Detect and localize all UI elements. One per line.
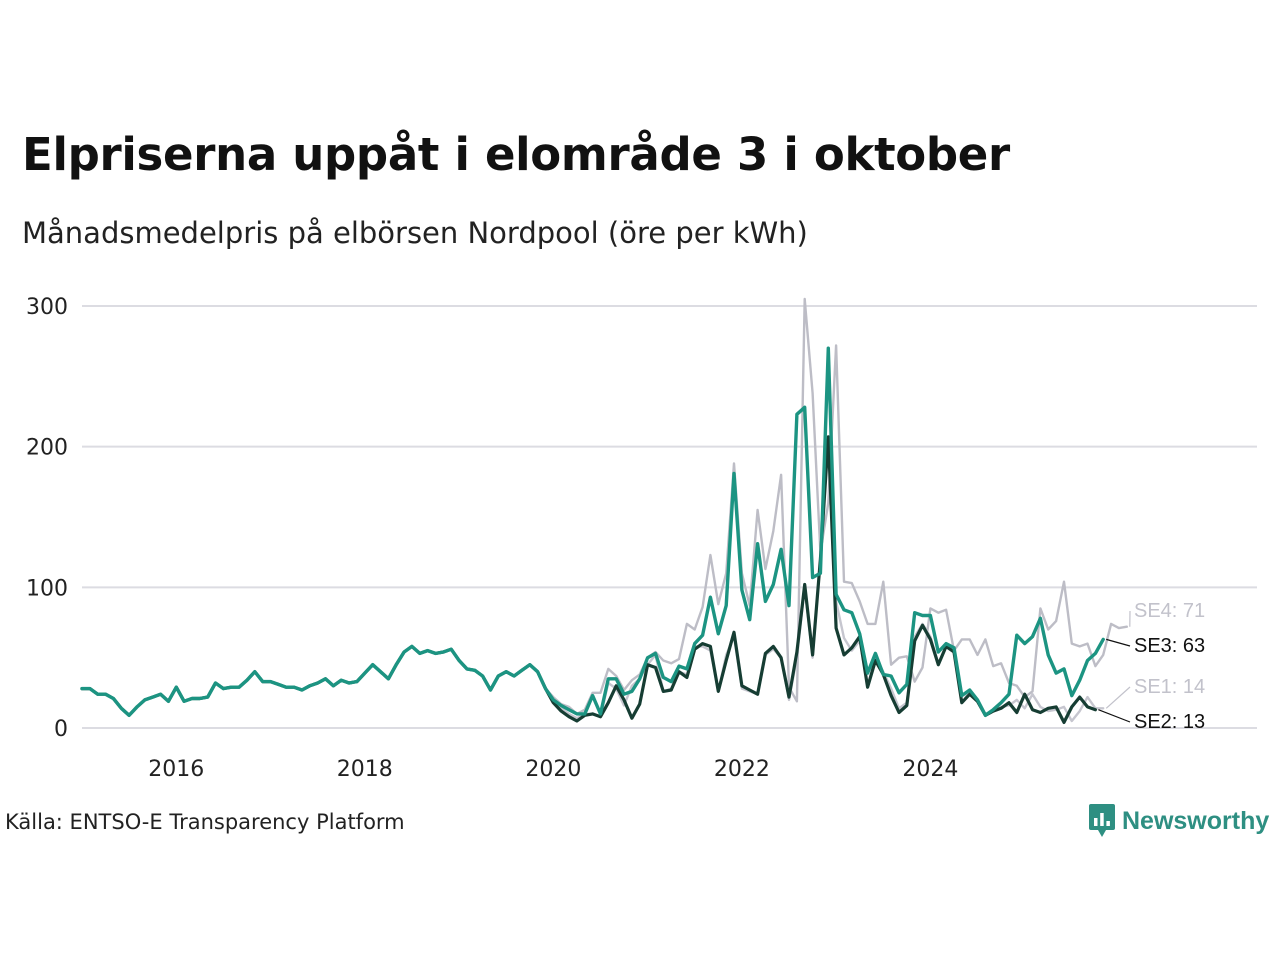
x-tick-label: 2018 — [337, 757, 393, 782]
brand-name: Newsworthy — [1122, 806, 1270, 835]
end-label-se4: SE4: 71 — [1134, 600, 1205, 622]
newsworthy-icon — [1089, 804, 1115, 837]
y-tick-label: 0 — [54, 717, 68, 742]
line-chart: 0 100 200 300 2016 2018 2020 2022 2024 SE4: 71 S… — [26, 295, 1257, 782]
series-line-se1 — [80, 438, 1105, 723]
leader-line-se3 — [1106, 638, 1131, 647]
series-line-se2 — [80, 435, 1098, 725]
leader-line-se2 — [1098, 709, 1131, 723]
x-tick-label: 2024 — [902, 757, 958, 782]
x-tick-label: 2020 — [525, 757, 581, 782]
x-tick-label: 2022 — [714, 757, 770, 782]
y-tick-label: 100 — [26, 576, 68, 601]
y-tick-label: 300 — [26, 295, 68, 320]
leader-line-se1 — [1105, 686, 1131, 709]
series-line-se4 — [80, 297, 1129, 717]
end-label-se2: SE2: 13 — [1134, 711, 1205, 733]
end-label-se3: SE3: 63 — [1134, 635, 1205, 657]
series-line-se3 — [80, 346, 1105, 717]
y-tick-label: 200 — [26, 436, 68, 461]
source-note: Källa: ENTSO-E Transparency Platform — [5, 810, 405, 834]
chart-title: Elpriserna uppåt i elområde 3 i oktober — [22, 128, 1010, 181]
newsworthy-logo[interactable]: Newsworthy — [1088, 803, 1269, 839]
x-tick-label: 2016 — [148, 757, 204, 782]
end-label-se1: SE1: 14 — [1134, 676, 1205, 698]
chart-subtitle: Månadsmedelpris på elbörsen Nordpool (ör… — [22, 216, 808, 250]
